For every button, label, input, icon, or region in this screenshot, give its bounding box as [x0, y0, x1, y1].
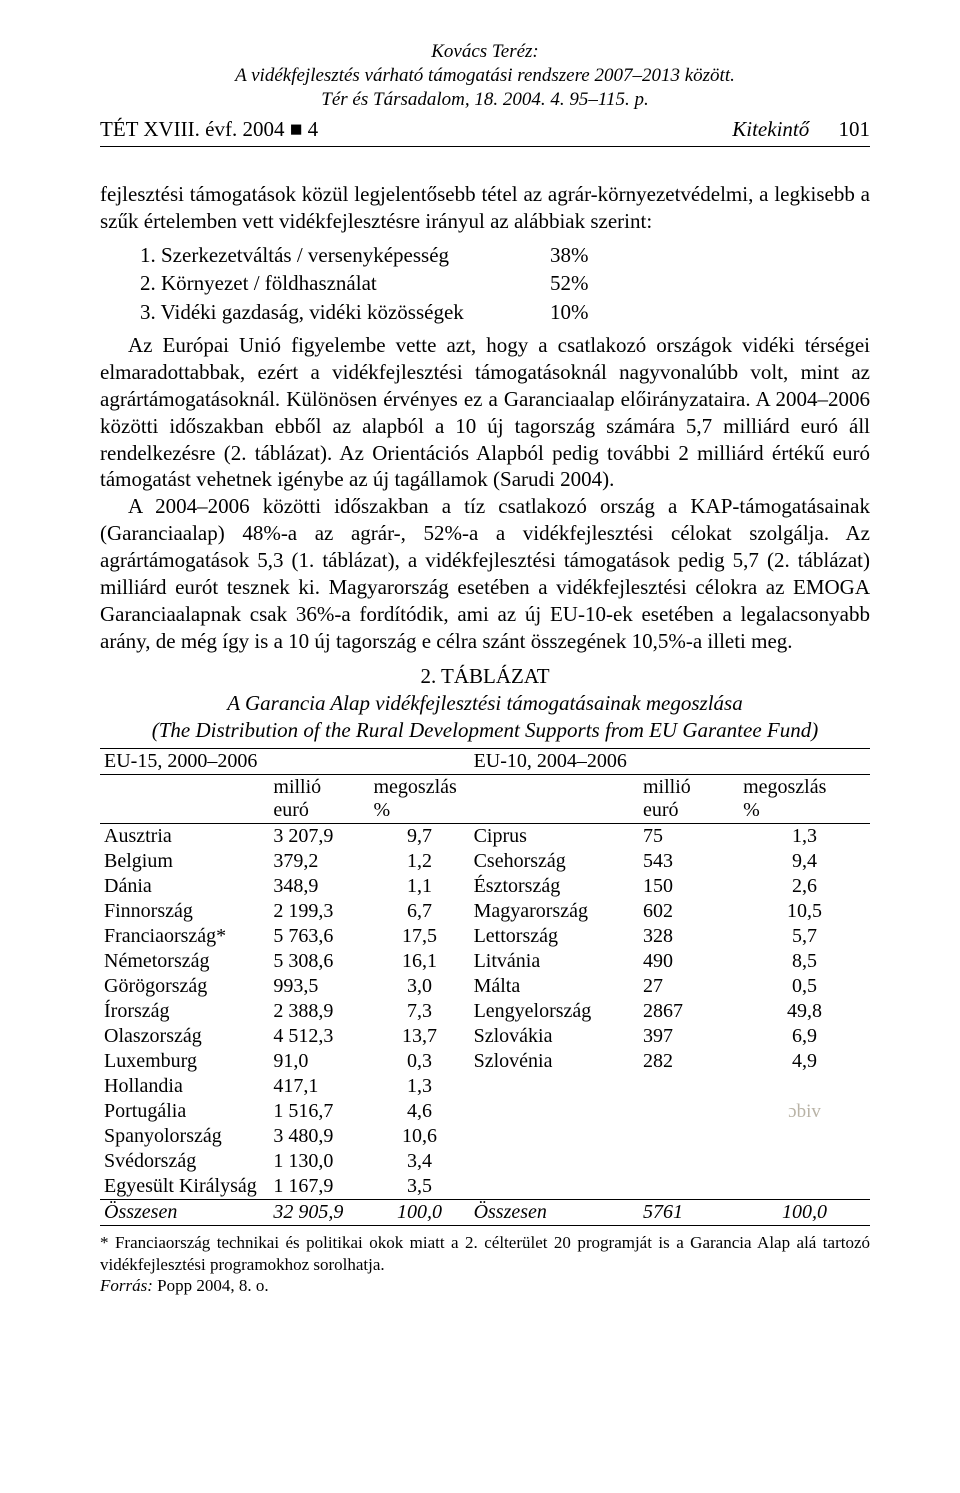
table-row: Franciaország*5 763,617,5Lettország3285,… — [100, 924, 870, 949]
source-text: Popp 2004, 8. o. — [153, 1276, 269, 1295]
table-sum-row: Összesen 32 905,9 100,0 Összesen 5761 10… — [100, 1200, 870, 1226]
list-item: 3. Vidéki gazdaság, vidéki közösségek 10… — [140, 298, 870, 326]
paragraph-2: Az Európai Unió figyelembe vette azt, ho… — [100, 332, 870, 493]
running-left: TÉT XVIII. évf. 2004 ■ 4 — [100, 117, 318, 142]
numbered-list: 1. Szerkezetváltás / versenyképesség 38%… — [140, 241, 870, 326]
footnote-source: Forrás: Popp 2004, 8. o. — [100, 1275, 870, 1296]
table-row: Egyesült Királyság1 167,93,5 — [100, 1174, 870, 1200]
table-title-hu: A Garancia Alap vidékfejlesztési támogat… — [100, 690, 870, 717]
table-row: Dánia348,91,1Észtország1502,6 — [100, 874, 870, 899]
list-label: 3. Vidéki gazdaság, vidéki közösségek — [140, 298, 550, 326]
black-square-icon: ■ — [290, 117, 303, 141]
list-label: 1. Szerkezetváltás / versenyképesség — [140, 241, 550, 269]
paragraph-3: A 2004–2006 közötti időszakban a tíz csa… — [100, 493, 870, 654]
table-row: Luxemburg91,00,3Szlovénia2824,9 — [100, 1049, 870, 1074]
table-row: Írország2 388,97,3Lengyelország286749,8 — [100, 999, 870, 1024]
page-header: Kovács Teréz: A vidékfejlesztés várható … — [100, 40, 870, 111]
section-label: Kitekintő — [732, 117, 809, 141]
list-value: 10% — [550, 298, 630, 326]
running-right: Kitekintő 101 — [732, 117, 870, 142]
table-row: Ausztria3 207,99,7Ciprus751,3 — [100, 824, 870, 850]
col-label: megoszlás% — [369, 775, 469, 824]
list-item: 2. Környezet / földhasználat 52% — [140, 269, 870, 297]
list-label: 2. Környezet / földhasználat — [140, 269, 550, 297]
page-number: 101 — [839, 117, 871, 141]
source-label: Forrás: — [100, 1276, 153, 1295]
col-label: megoszlás% — [739, 775, 870, 824]
data-table: EU-15, 2000–2006 EU-10, 2004–2006 millió… — [100, 748, 870, 1226]
header-title: A vidékfejlesztés várható támogatási ren… — [100, 64, 870, 88]
table-row: Portugália1 516,74,6ɔbiv — [100, 1099, 870, 1124]
table-row: Görögország993,53,0Málta270,5 — [100, 974, 870, 999]
table-header-top: EU-15, 2000–2006 EU-10, 2004–2006 — [100, 749, 870, 775]
table-title-en: (The Distribution of the Rural Developme… — [100, 717, 870, 744]
running-head: TÉT XVIII. évf. 2004 ■ 4 Kitekintő 101 — [100, 117, 870, 147]
table-row: Olaszország4 512,313,7Szlovákia3976,9 — [100, 1024, 870, 1049]
list-value: 38% — [550, 241, 630, 269]
paragraph-1: fejlesztési támogatások közül legjelentő… — [100, 181, 870, 235]
list-value: 52% — [550, 269, 630, 297]
list-item: 1. Szerkezetváltás / versenyképesség 38% — [140, 241, 870, 269]
table-row: Spanyolország3 480,910,6 — [100, 1124, 870, 1149]
table-header-sub: millióeuró megoszlás% millióeuró megoszl… — [100, 775, 870, 824]
running-left-a: TÉT XVIII. évf. 2004 — [100, 117, 290, 141]
col-label: millióeuró — [639, 775, 739, 824]
header-eu10: EU-10, 2004–2006 — [470, 749, 870, 775]
table-row: Svédország1 130,03,4 — [100, 1149, 870, 1174]
table-row: Belgium379,21,2Csehország5439,4 — [100, 849, 870, 874]
table-caption: 2. TÁBLÁZAT A Garancia Alap vidékfejlesz… — [100, 663, 870, 745]
header-eu15: EU-15, 2000–2006 — [100, 749, 470, 775]
table-row: Németország5 308,616,1Litvánia4908,5 — [100, 949, 870, 974]
table-number: 2. TÁBLÁZAT — [100, 663, 870, 690]
header-journal: Tér és Társadalom, 18. 2004. 4. 95–115. … — [100, 88, 870, 112]
ghost-text: ɔbiv — [788, 1101, 821, 1122]
table-row: Finnország2 199,36,7Magyarország60210,5 — [100, 899, 870, 924]
table-footnote: * Franciaország technikai és politikai o… — [100, 1232, 870, 1296]
table-row: Hollandia417,11,3 — [100, 1074, 870, 1099]
header-author: Kovács Teréz: — [100, 40, 870, 64]
col-label: millióeuró — [269, 775, 369, 824]
footnote-text: * Franciaország technikai és politikai o… — [100, 1232, 870, 1275]
running-left-b: 4 — [302, 117, 318, 141]
